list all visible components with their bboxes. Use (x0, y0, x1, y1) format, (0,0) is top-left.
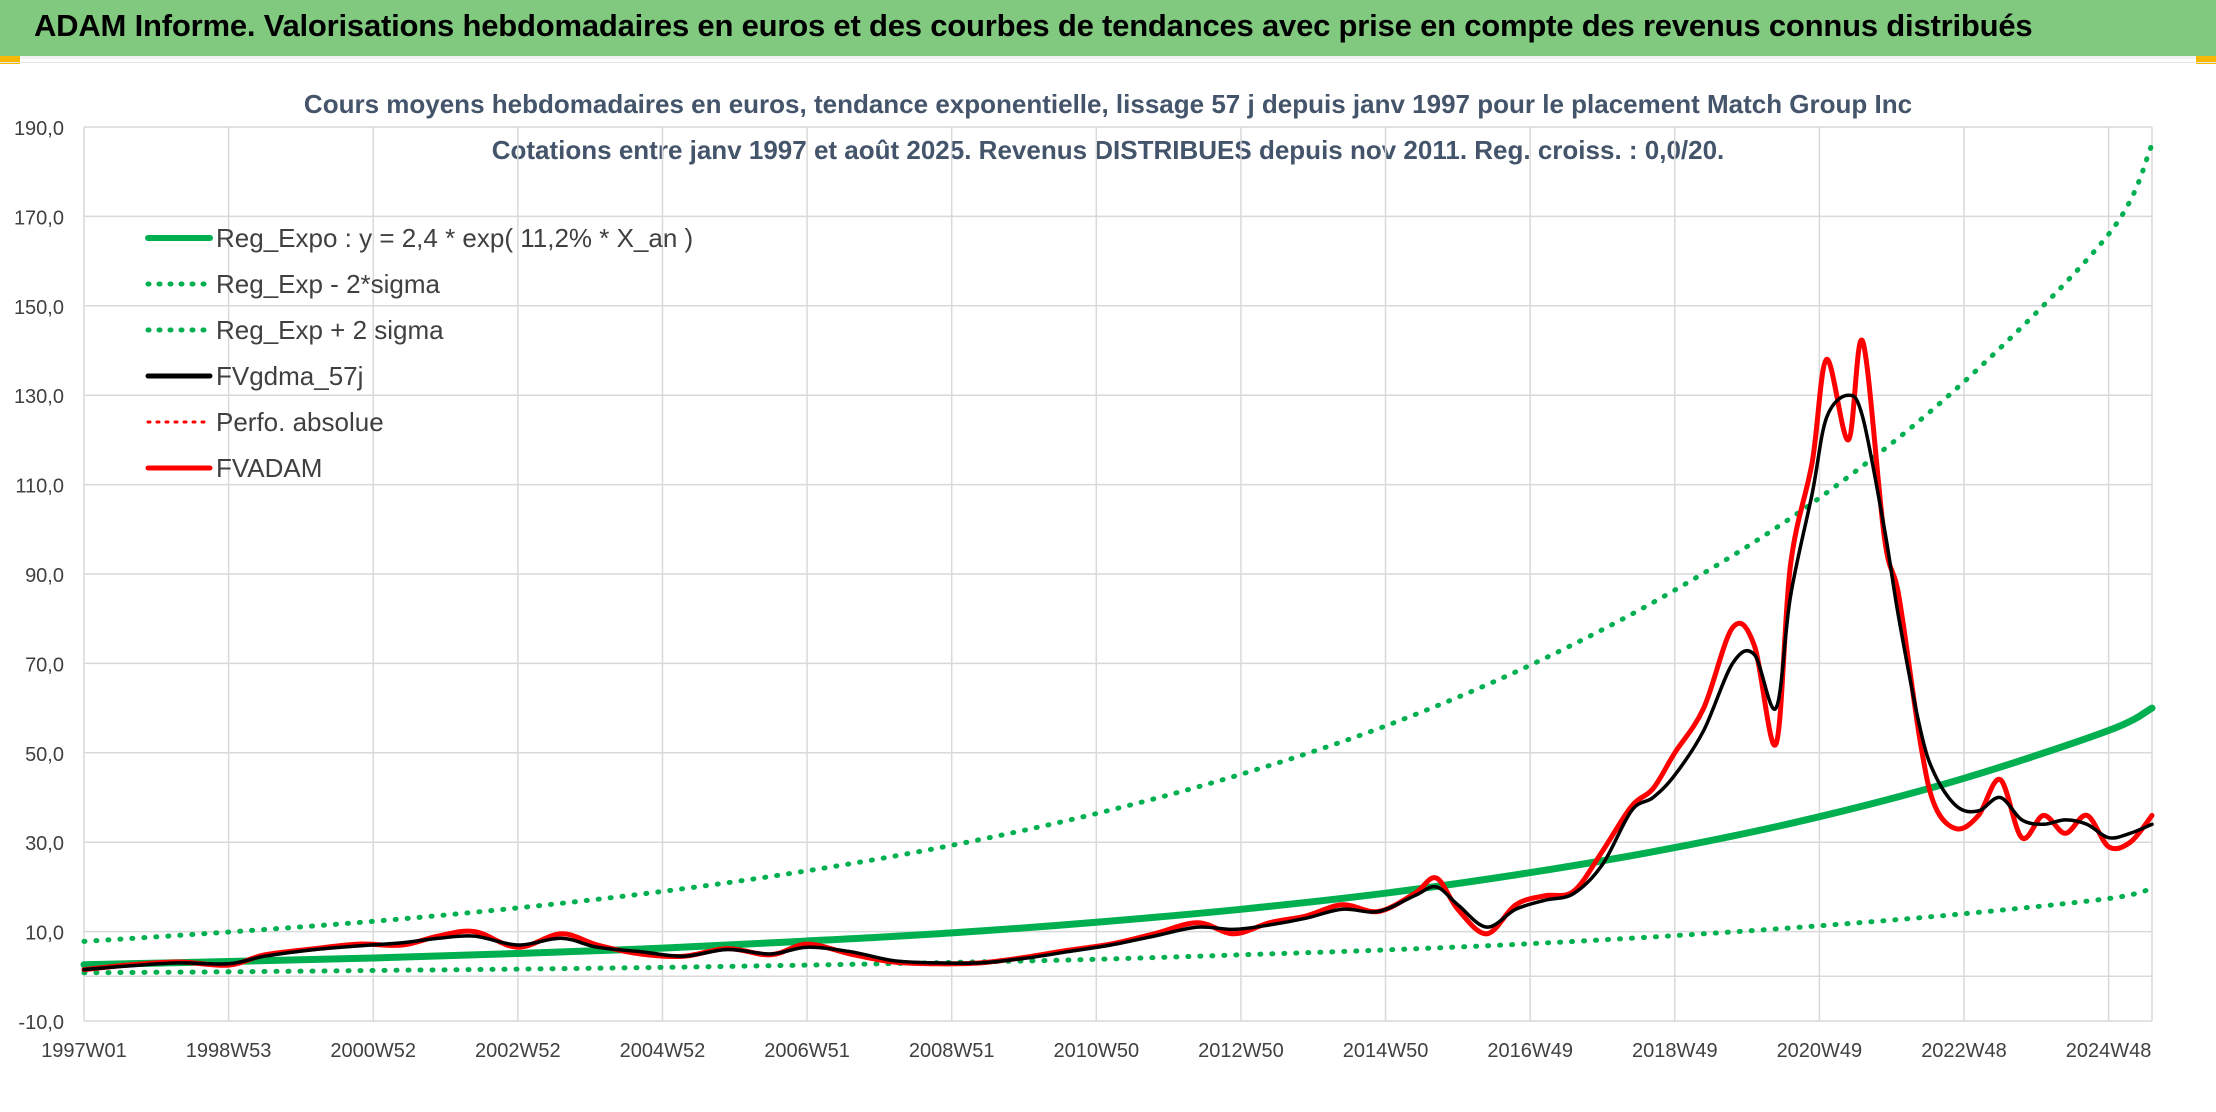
series-line-2 (81, 142, 2155, 944)
chart-subtitle: Cotations entre janv 1997 et août 2025. … (492, 135, 1725, 165)
series-line-5 (81, 337, 2155, 973)
legend: Reg_Expo : y = 2,4 * exp( 11,2% * X_an )… (145, 223, 693, 483)
x-tick-label: 1998W53 (186, 1040, 272, 1062)
chart-title: Cours moyens hebdomadaires en euros, ten… (304, 89, 1912, 119)
y-tick-label: 190,0 (14, 118, 64, 140)
legend-label: Reg_Exp + 2 sigma (216, 315, 444, 345)
y-tick-label: 170,0 (14, 207, 64, 229)
x-tick-label: 2006W51 (764, 1040, 850, 1062)
x-tick-label: 2002W52 (475, 1040, 561, 1062)
series-line-4 (82, 393, 2154, 972)
x-axis: 1997W01 1998W53 2000W52 2002W52 2004W52 2006W… (41, 1040, 2151, 1062)
y-tick-label: 110,0 (15, 476, 64, 498)
x-tick-label: 2010W50 (1053, 1040, 1139, 1062)
x-tick-label: 2004W52 (620, 1040, 706, 1062)
x-tick-label: 2014W50 (1343, 1040, 1429, 1062)
x-tick-label: 2022W48 (1921, 1040, 2007, 1062)
x-tick-label: 2008W51 (909, 1040, 995, 1062)
x-tick-label: 2018W49 (1632, 1040, 1718, 1062)
x-tick-label: 2020W49 (1777, 1040, 1863, 1062)
right-corner-mark (2196, 56, 2216, 64)
header-title: ADAM Informe. Valorisations hebdomadaire… (34, 8, 2033, 43)
x-tick-label: 2016W49 (1487, 1040, 1573, 1062)
legend-label: Reg_Exp - 2*sigma (216, 269, 441, 299)
grid (83, 126, 2153, 1022)
left-corner-mark (0, 56, 20, 64)
legend-label: Reg_Expo : y = 2,4 * exp( 11,2% * X_an ) (216, 223, 693, 253)
y-tick-label: 130,0 (14, 386, 64, 408)
series-line-3 (82, 393, 2154, 972)
y-tick-label: 150,0 (14, 297, 64, 319)
y-tick-label: 90,0 (25, 565, 64, 587)
y-tick-label: 10,0 (25, 923, 64, 945)
x-tick-label: 1997W01 (41, 1040, 127, 1062)
y-tick-label: 30,0 (25, 833, 64, 855)
header-bar: ADAM Informe. Valorisations hebdomadaire… (0, 0, 2216, 59)
series-line-0 (80, 704, 2156, 969)
legend-label: Perfo. absolue (216, 407, 384, 437)
chart-area: Cours moyens hebdomadaires en euros, ten… (0, 62, 2216, 1107)
y-tick-label: 70,0 (25, 654, 64, 676)
legend-label: FVADAM (216, 453, 322, 483)
y-tick-label: 50,0 (25, 744, 64, 766)
chart-svg: Cours moyens hebdomadaires en euros, ten… (14, 89, 2156, 1062)
legend-label: FVgdma_57j (216, 361, 363, 391)
x-tick-label: 2012W50 (1198, 1040, 1284, 1062)
series-line-1 (81, 886, 2155, 976)
y-axis: 190,0 170,0 150,0 130,0 110,0 90,0 70,0 50,0 30,… (14, 118, 64, 1034)
y-tick-label: -10,0 (18, 1012, 64, 1034)
x-tick-label: 2024W48 (2066, 1040, 2152, 1062)
x-tick-label: 2000W52 (330, 1040, 416, 1062)
series-layer (80, 142, 2156, 976)
